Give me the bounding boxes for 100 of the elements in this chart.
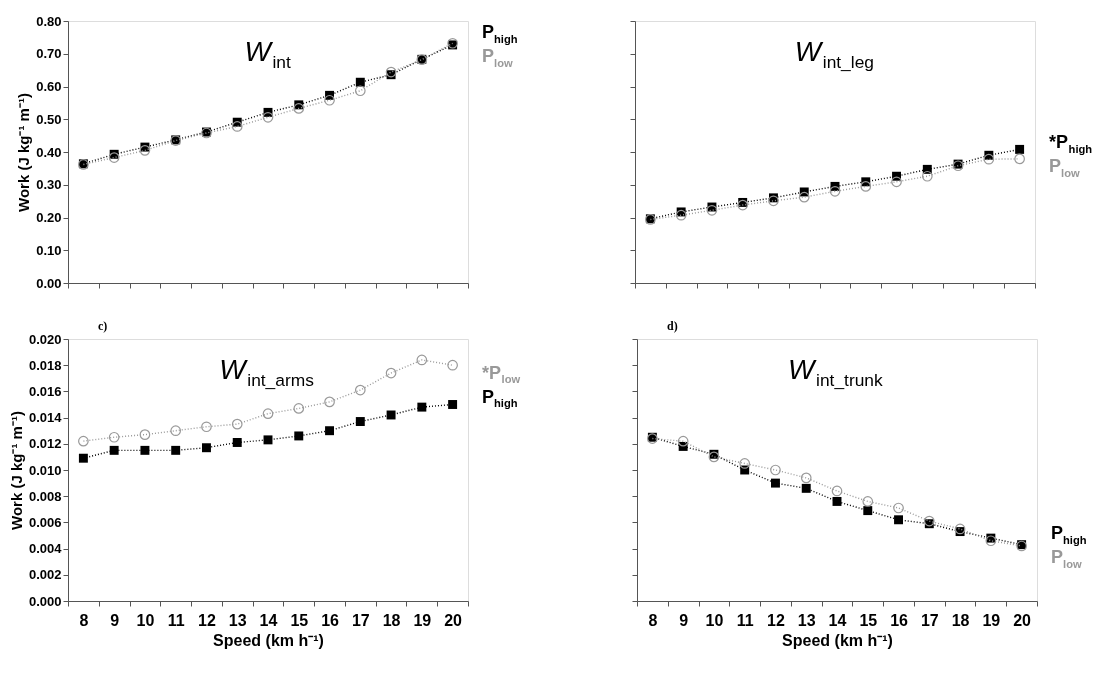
point [325, 426, 335, 436]
point [355, 417, 365, 426]
x-tick-label: 15 [290, 611, 309, 629]
point [862, 496, 874, 507]
point [677, 435, 689, 447]
text: d) [667, 319, 678, 333]
x-tick-label: 15 [859, 611, 878, 629]
point [140, 445, 150, 455]
point [706, 204, 718, 216]
point [293, 103, 305, 114]
point [385, 66, 397, 78]
point [894, 515, 904, 525]
x-tick-label: 18 [382, 611, 401, 629]
point [954, 523, 966, 535]
y-tick-label: 0.012 [28, 436, 62, 452]
point [739, 458, 751, 469]
y-tick-label: 0.018 [28, 357, 62, 373]
point [831, 485, 843, 497]
point [78, 435, 89, 447]
y-tick-label: 0.40 [36, 144, 62, 160]
x-tick-label: 16 [890, 611, 909, 629]
point [354, 384, 366, 396]
point [263, 435, 273, 445]
point [770, 478, 780, 488]
y-tick-label: 0.016 [28, 383, 62, 399]
point [829, 185, 841, 197]
point [893, 502, 904, 514]
x-tick-label: 16 [321, 611, 340, 629]
point [770, 464, 781, 476]
point [354, 85, 366, 97]
x-tick-label: 10 [136, 611, 155, 629]
point [923, 515, 935, 527]
point [109, 445, 119, 455]
point [201, 443, 211, 453]
x-tick-label: 20 [1013, 611, 1032, 629]
y-tick-label: 0.020 [28, 331, 62, 347]
point [139, 429, 151, 440]
point [832, 496, 842, 506]
y-tick-label: 0.014 [28, 410, 63, 426]
point [355, 77, 365, 87]
point [78, 453, 88, 463]
x-tick-label: 13 [228, 611, 247, 629]
point [863, 506, 873, 516]
point [768, 195, 779, 207]
y-tick-label: 0.20 [36, 210, 62, 225]
point [171, 445, 181, 455]
x-tick-label: 14 [259, 611, 278, 629]
point [800, 472, 812, 484]
x-tick-label: 8 [648, 611, 658, 629]
y-tick-label: 0.60 [36, 79, 62, 94]
x-axis-title: Speed (km h⁻¹) [782, 631, 893, 649]
point [231, 418, 243, 430]
x-tick-label: 11 [167, 611, 185, 629]
point [447, 359, 458, 371]
x-tick-label: 19 [413, 611, 432, 629]
point [324, 396, 335, 408]
x-tick-label: 12 [198, 611, 216, 629]
point [891, 176, 902, 188]
x-tick-label: 19 [982, 611, 1001, 629]
point [708, 451, 720, 463]
point [294, 431, 304, 441]
x-tick-label: 9 [679, 611, 689, 629]
point [170, 425, 182, 437]
point [262, 111, 274, 123]
point [232, 438, 242, 447]
y-tick-label: 0.002 [28, 567, 62, 583]
x-tick-label: 17 [920, 611, 939, 629]
x-tick-label: 17 [351, 611, 370, 629]
x-tick-label: 14 [828, 611, 847, 629]
point [417, 402, 427, 412]
x-tick-label: 8 [79, 611, 89, 629]
x-tick-label: 11 [736, 611, 754, 629]
point [448, 400, 458, 409]
point [108, 152, 120, 163]
point [416, 354, 428, 366]
y-axis-title: Work (J kg⁻¹ m⁻¹) [7, 411, 25, 530]
point [801, 483, 811, 493]
point [262, 408, 274, 419]
point [860, 181, 872, 192]
x-tick-label: 10 [705, 611, 724, 629]
x-tick-label: 9 [110, 611, 120, 629]
x-axis-title: Speed (km h⁻¹) [213, 631, 324, 649]
y-tick-label: 0.70 [36, 46, 62, 62]
y-tick-label: 0.004 [28, 541, 63, 557]
point [386, 410, 396, 420]
point [324, 94, 335, 106]
point [293, 403, 305, 414]
point [983, 153, 995, 165]
y-tick-label: 0.000 [28, 593, 62, 609]
point [921, 170, 933, 182]
y-tick-label: 0.00 [36, 275, 62, 291]
x-tick-label: 18 [951, 611, 970, 629]
y-tick-label: 0.80 [36, 13, 62, 29]
point [201, 421, 212, 433]
y-tick-label: 0.10 [36, 242, 62, 258]
point [139, 145, 151, 156]
point [985, 535, 997, 547]
point [1015, 144, 1025, 154]
point [1014, 153, 1025, 165]
point [385, 367, 397, 379]
